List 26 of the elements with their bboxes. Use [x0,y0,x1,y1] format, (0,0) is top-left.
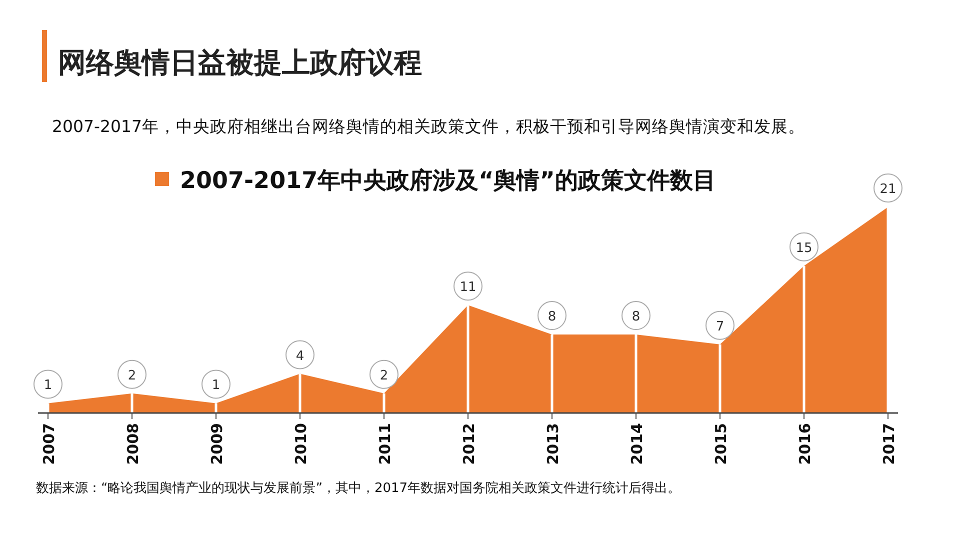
data-label: 21 [880,182,896,197]
x-tick-label: 2007 [40,423,58,465]
x-tick-label: 2008 [124,423,142,465]
x-tick-label: 2017 [880,423,898,465]
x-tick-label: 2012 [460,423,478,465]
legend: 2007-2017年中央政府涉及“舆情”的政策文件数目 [155,168,716,194]
source-note: 数据来源：“略论我国舆情产业的现状与发展前景”，其中，2017年数据对国务院相关政策文件进行统计后得出。 [36,481,681,496]
x-tick-label: 2011 [376,423,394,465]
chart-title: 网络舆情日益被提上政府议程 [58,46,422,79]
data-label: 1 [212,378,220,394]
x-tick-label: 2013 [544,423,562,465]
chart-subtitle: 2007-2017年，中央政府相继出台网络舆情的相关政策文件，积极干预和引导网络舆情演变和发展。 [52,117,805,136]
data-label: 8 [548,310,556,325]
data-label: 8 [632,310,640,325]
data-label: 2 [380,368,388,384]
data-label: 4 [296,348,304,364]
x-tick-label: 2016 [796,423,814,465]
data-label: 15 [796,240,812,256]
data-label: 11 [460,280,476,296]
x-tick-label: 2014 [628,423,646,465]
x-tick-label: 2015 [712,423,730,465]
x-tick-label: 2010 [292,423,310,465]
x-tick-label: 2009 [208,423,226,465]
data-label: 1 [44,378,52,394]
data-label: 7 [716,319,724,334]
data-label: 2 [128,368,136,384]
